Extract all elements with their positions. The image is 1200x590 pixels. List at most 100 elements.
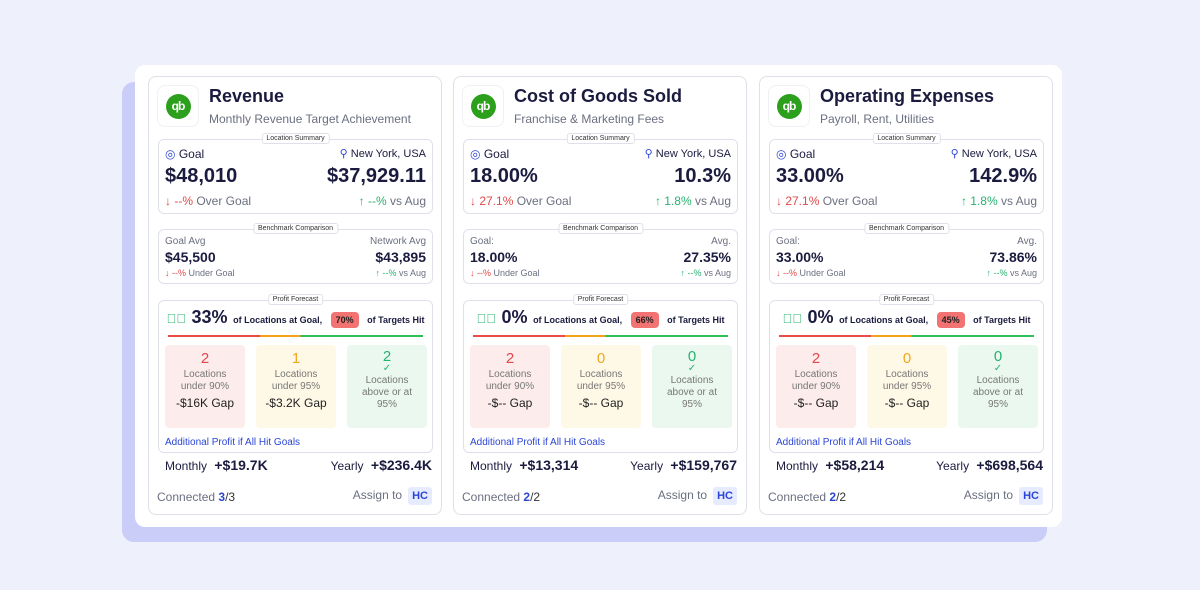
text: Locations under 90% xyxy=(485,369,535,392)
benchmark-comparison: Benchmark Comparison Goal Avg Network Av… xyxy=(158,223,433,284)
bench-left-value: 18.00% xyxy=(470,249,518,265)
card-title: Cost of Goods Sold xyxy=(514,86,682,106)
progress-bar xyxy=(168,335,423,337)
additional-profit-link[interactable]: Additional Profit if All Hit Goals xyxy=(776,437,912,448)
tile-under-90: 2 Locations under 90% -$-- Gap xyxy=(776,345,856,428)
bench-right-label: Avg. xyxy=(711,236,731,247)
location-header[interactable]: ⚲ New York, USA xyxy=(951,147,1037,160)
text: Connected xyxy=(768,490,827,504)
location-header[interactable]: ⚲ New York, USA xyxy=(645,147,731,160)
text: ↑ --% xyxy=(986,268,1008,278)
goal-label: Goal xyxy=(178,147,205,161)
text: 0 xyxy=(993,348,1003,365)
actual-value: $37,929.11 xyxy=(327,165,426,187)
text: Over Goal xyxy=(516,194,572,208)
text: Monthly xyxy=(776,459,819,473)
text: +$698,564 xyxy=(976,457,1043,473)
text: of Locations at Goal, xyxy=(839,315,929,325)
text: 2 xyxy=(505,350,515,367)
location-pin-icon: ⚲ xyxy=(644,148,653,160)
forecast-summary: ✓⃝ 0% of Locations at Goal, 66% of Targe… xyxy=(464,307,737,328)
text: Yearly xyxy=(330,459,364,473)
text: Under Goal xyxy=(493,268,540,278)
text: vs Aug xyxy=(703,268,731,278)
text: Under Goal xyxy=(188,268,235,278)
text: ↓ --% xyxy=(470,268,491,278)
progress-bar xyxy=(473,335,728,337)
bench-right-delta: ↑ --% vs Aug xyxy=(986,268,1037,278)
text: ↑ --% xyxy=(680,268,702,278)
card-subtitle: Franchise & Marketing Fees xyxy=(514,112,665,126)
location-pin-icon: ⚲ xyxy=(950,148,959,160)
text: 0 xyxy=(902,350,912,367)
text: of Targets Hit xyxy=(973,315,1031,325)
metric-card: qb Cost of Goods Sold Franchise & Market… xyxy=(453,76,747,515)
target-icon: ◎ xyxy=(165,147,176,161)
yearly-profit: Yearly +$236.4K xyxy=(331,457,432,473)
targets-hit-badge: 70% xyxy=(330,312,359,328)
text: Locations under 90% xyxy=(791,369,841,392)
monthly-profit: Monthly +$19.7K xyxy=(165,457,268,473)
yearly-profit: Yearly +$159,767 xyxy=(630,457,737,473)
assign-to[interactable]: Assign to HC xyxy=(658,487,737,505)
text: Yearly xyxy=(630,459,664,473)
text: Over Goal xyxy=(196,194,252,208)
additional-profit-link[interactable]: Additional Profit if All Hit Goals xyxy=(470,437,606,448)
tile-under-95: 1 Locations under 95% -$3.2K Gap xyxy=(256,345,336,428)
text: 2 xyxy=(382,348,392,365)
assign-to[interactable]: Assign to HC xyxy=(964,487,1043,505)
assignee-avatar[interactable]: HC xyxy=(713,487,737,505)
bench-left-label: Goal: xyxy=(470,236,494,247)
text: of Locations at Goal, xyxy=(233,315,323,325)
card-subtitle: Monthly Revenue Target Achievement xyxy=(209,112,411,126)
target-icon: ◎ xyxy=(776,147,787,161)
section-label: Location Summary xyxy=(872,133,941,144)
yearly-profit: Yearly +$698,564 xyxy=(936,457,1043,473)
tile-under-95: 0 Locations under 95% -$-- Gap xyxy=(561,345,641,428)
bench-left-delta: ↓ --% Under Goal xyxy=(165,268,235,278)
text: vs Aug xyxy=(1009,268,1037,278)
text: -$-- Gap xyxy=(578,396,624,410)
quickbooks-logo: qb xyxy=(157,85,199,127)
assignee-avatar[interactable]: HC xyxy=(408,487,432,505)
check-circle-icon: ✓ xyxy=(993,363,1003,374)
text: Assign to xyxy=(352,488,403,502)
bench-left-delta: ↓ --% Under Goal xyxy=(470,268,540,278)
text: Assign to xyxy=(963,488,1014,502)
bench-right-delta: ↑ --% vs Aug xyxy=(680,268,731,278)
location-header[interactable]: ⚲ New York, USA xyxy=(340,147,426,160)
text: Locations above or at 95% xyxy=(361,375,413,410)
text: ↓ --% xyxy=(776,268,797,278)
assignee-avatar[interactable]: HC xyxy=(1019,487,1043,505)
section-label: Benchmark Comparison xyxy=(557,223,644,234)
check-circle-icon: ✓ xyxy=(687,363,697,374)
bench-left-value: 33.00% xyxy=(776,249,824,265)
assign-to[interactable]: Assign to HC xyxy=(353,487,432,505)
additional-profit-link[interactable]: Additional Profit if All Hit Goals xyxy=(165,437,301,448)
profit-forecast: Profit Forecast ✓⃝ 0% of Locations at Go… xyxy=(463,294,738,453)
section-label: Benchmark Comparison xyxy=(863,223,950,234)
bench-left-delta: ↓ --% Under Goal xyxy=(776,268,846,278)
text: Locations above or at 95% xyxy=(972,375,1024,410)
bench-right-value: 73.86% xyxy=(989,249,1037,265)
goal-label: Goal xyxy=(789,147,816,161)
pct-at-goal: 0% xyxy=(501,307,528,327)
text: Locations under 95% xyxy=(271,369,321,392)
bench-left-label: Goal Avg xyxy=(165,236,206,247)
text: of Locations at Goal, xyxy=(533,315,623,325)
quickbooks-logo: qb xyxy=(768,85,810,127)
goal-label: Goal xyxy=(483,147,510,161)
text: -$16K Gap xyxy=(175,396,235,410)
text: vs Aug xyxy=(1000,194,1037,208)
actual-delta: ↑ 1.8% vs Aug xyxy=(655,194,731,208)
check-circle-icon: ✓ xyxy=(382,363,392,374)
text: +$19.7K xyxy=(214,457,268,473)
text: 0 xyxy=(687,348,697,365)
location-summary: Location Summary ◎ Goal ⚲ New York, USA … xyxy=(158,133,433,214)
text: ↑ --% xyxy=(358,194,387,208)
text: -$-- Gap xyxy=(487,396,533,410)
actual-value: 10.3% xyxy=(674,165,731,187)
tile-under-95: 0 Locations under 95% -$-- Gap xyxy=(867,345,947,428)
text: Over Goal xyxy=(822,194,878,208)
text: ↑ 1.8% xyxy=(960,194,998,208)
